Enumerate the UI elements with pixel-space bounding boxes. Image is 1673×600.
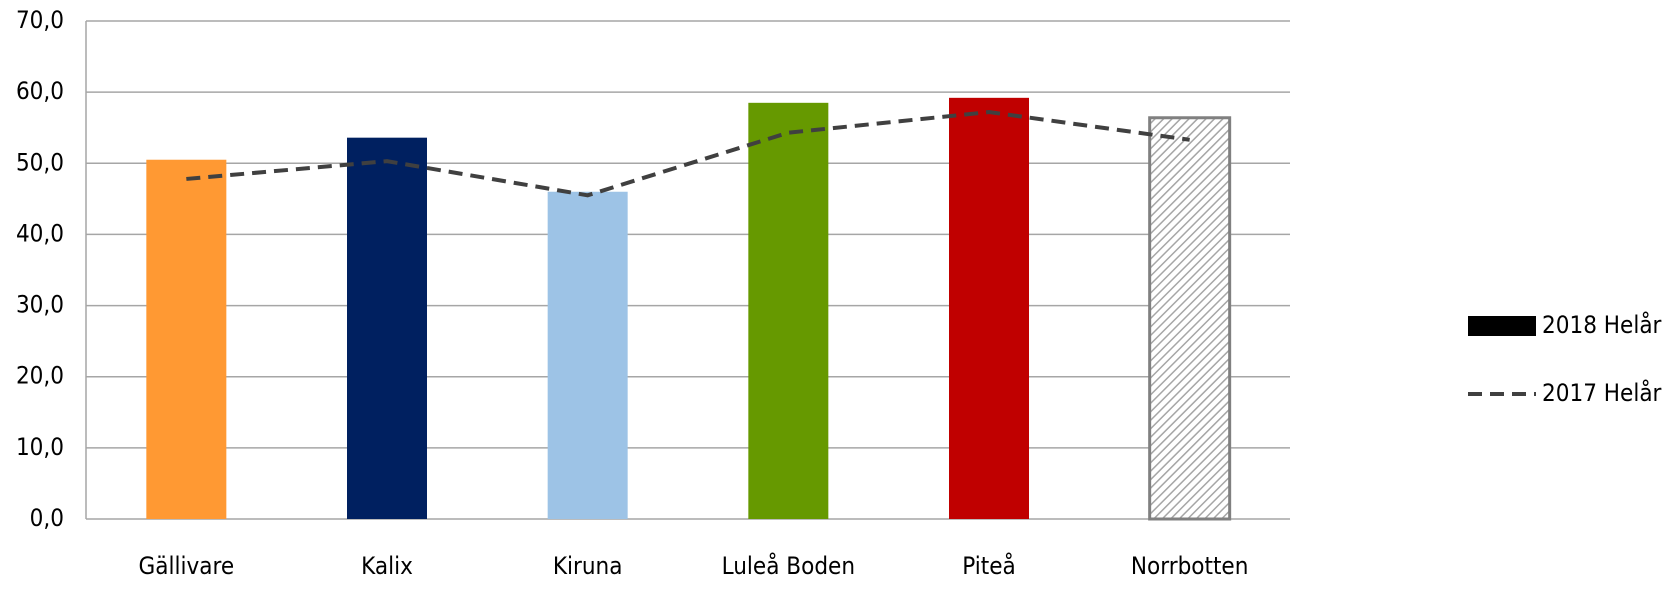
legend-label: 2017 Helår — [1542, 378, 1662, 407]
y-tick-label: 0,0 — [30, 504, 64, 532]
x-tick-label: Gällivare — [139, 552, 235, 580]
x-tick-label: Piteå — [962, 551, 1015, 580]
x-tick-label: Kalix — [361, 552, 413, 580]
y-tick-label: 10,0 — [16, 433, 64, 461]
bar — [146, 159, 227, 519]
bar — [748, 102, 829, 520]
bar — [949, 97, 1029, 519]
bar — [1148, 116, 1232, 521]
x-tick-label: Luleå Boden — [722, 551, 855, 580]
y-tick-label: 70,0 — [16, 6, 64, 34]
legend-label: 2018 Helår — [1542, 310, 1662, 339]
bar — [347, 137, 427, 519]
y-tick-label: 20,0 — [16, 362, 64, 390]
y-tick-label: 50,0 — [16, 148, 64, 176]
y-tick-label: 40,0 — [16, 219, 64, 247]
x-tick-label: Kiruna — [553, 552, 623, 580]
x-tick-label: Norrbotten — [1131, 552, 1249, 580]
y-tick-label: 60,0 — [16, 77, 64, 105]
bar — [547, 191, 628, 519]
legend-swatch — [1468, 316, 1536, 336]
line — [186, 110, 1190, 198]
y-tick-label: 30,0 — [16, 291, 64, 319]
